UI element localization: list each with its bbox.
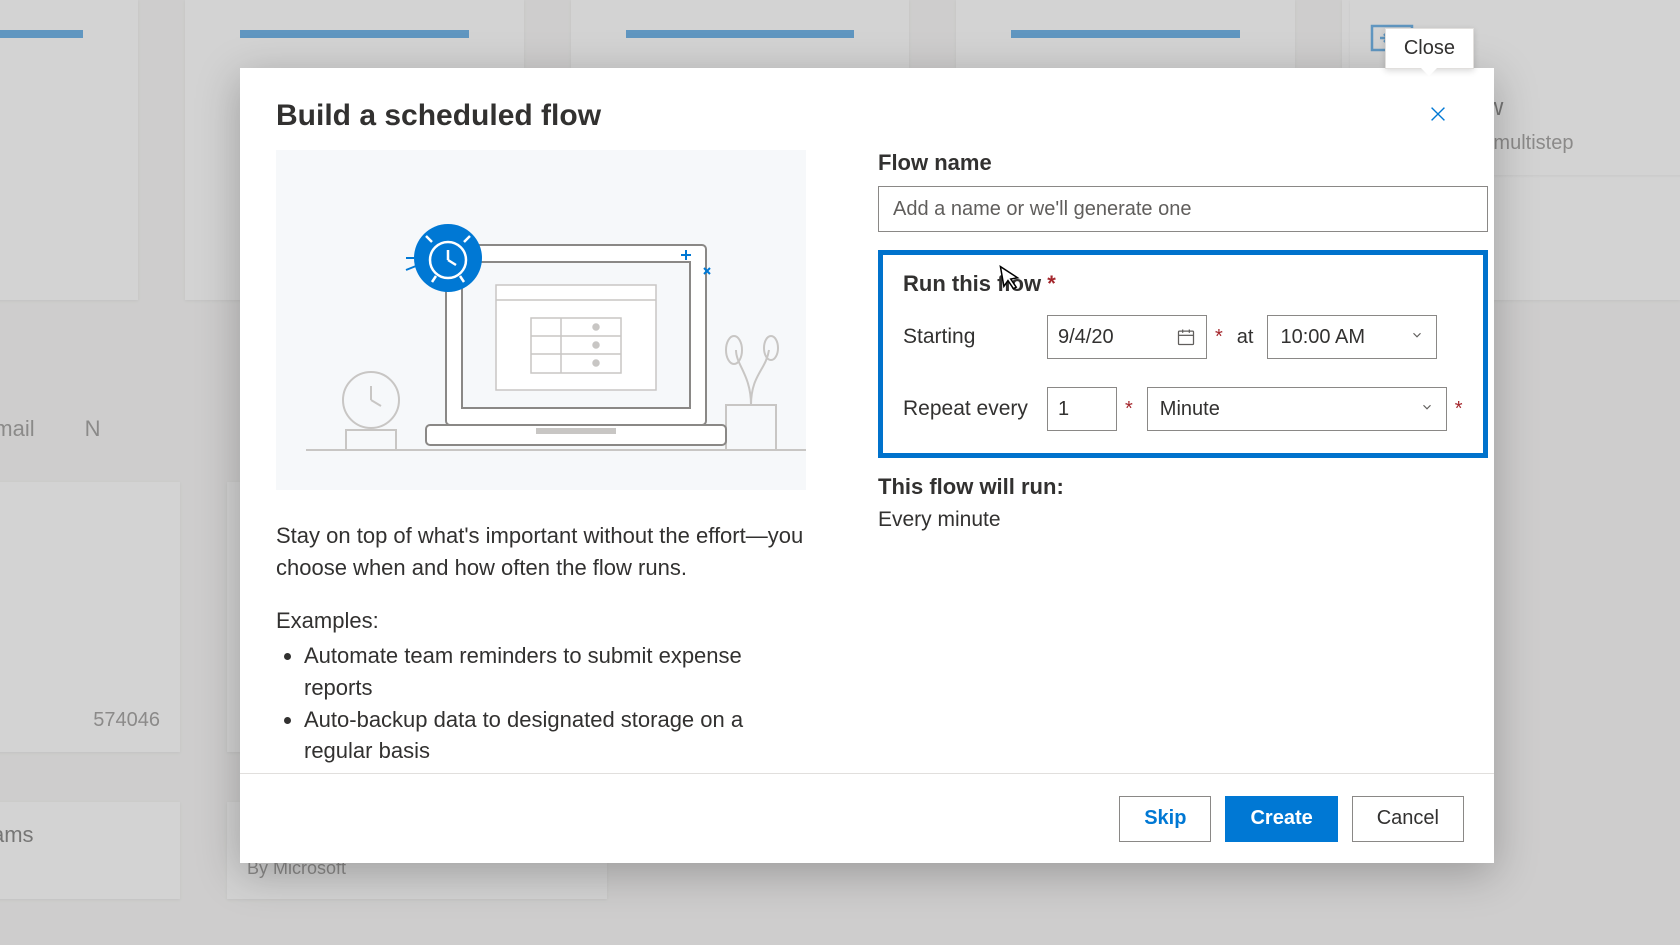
dialog-left-panel: Stay on top of what's important without … bbox=[276, 150, 836, 773]
starting-label: Starting bbox=[903, 325, 1033, 349]
create-button[interactable]: Create bbox=[1225, 796, 1337, 842]
dialog-header: Build a scheduled flow bbox=[240, 68, 1494, 150]
start-time-value: 10:00 AM bbox=[1280, 326, 1365, 349]
chevron-down-icon bbox=[1420, 400, 1434, 419]
skip-button[interactable]: Skip bbox=[1119, 796, 1211, 842]
will-run-value: Every minute bbox=[878, 508, 1488, 532]
run-this-flow-section: Run this flow * Starting 9/4/20 * at 10:… bbox=[878, 250, 1488, 458]
close-icon bbox=[1427, 103, 1449, 125]
start-date-input[interactable]: 9/4/20 bbox=[1047, 315, 1207, 359]
illustration bbox=[276, 150, 806, 490]
flow-name-input[interactable] bbox=[878, 186, 1488, 232]
will-run-heading: This flow will run: bbox=[878, 474, 1488, 500]
dialog-title: Build a scheduled flow bbox=[276, 99, 601, 133]
flow-name-label: Flow name bbox=[878, 150, 1488, 176]
at-label: at bbox=[1237, 326, 1254, 349]
calendar-icon bbox=[1176, 327, 1196, 347]
start-date-value: 9/4/20 bbox=[1058, 326, 1114, 349]
example-item: Automate team reminders to submit expens… bbox=[304, 640, 806, 704]
repeat-label: Repeat every bbox=[903, 397, 1033, 421]
cancel-button[interactable]: Cancel bbox=[1352, 796, 1464, 842]
scheduled-flow-dialog: Close Build a scheduled flow bbox=[240, 68, 1494, 863]
examples-heading: Examples: bbox=[276, 608, 806, 634]
dialog-footer: Skip Create Cancel bbox=[240, 773, 1494, 863]
close-tooltip: Close bbox=[1385, 28, 1474, 69]
dialog-right-panel: Flow name Run this flow * Starting 9/4/2… bbox=[848, 150, 1488, 773]
chevron-down-icon bbox=[1410, 328, 1424, 347]
repeat-interval-input[interactable]: 1 bbox=[1047, 387, 1117, 431]
examples-list: Automate team reminders to submit expens… bbox=[276, 640, 806, 768]
dialog-description: Stay on top of what's important without … bbox=[276, 520, 806, 584]
example-item: Auto-backup data to designated storage o… bbox=[304, 704, 806, 768]
repeat-row: Repeat every 1 * Minute * bbox=[903, 387, 1463, 431]
starting-row: Starting 9/4/20 * at 10:00 AM bbox=[903, 315, 1463, 359]
repeat-unit-value: Minute bbox=[1160, 398, 1220, 421]
repeat-unit-select[interactable]: Minute bbox=[1147, 387, 1447, 431]
start-time-select[interactable]: 10:00 AM bbox=[1267, 315, 1437, 359]
close-button[interactable] bbox=[1418, 96, 1458, 136]
run-this-flow-label: Run this flow * bbox=[903, 271, 1463, 297]
repeat-interval-value: 1 bbox=[1058, 398, 1069, 421]
